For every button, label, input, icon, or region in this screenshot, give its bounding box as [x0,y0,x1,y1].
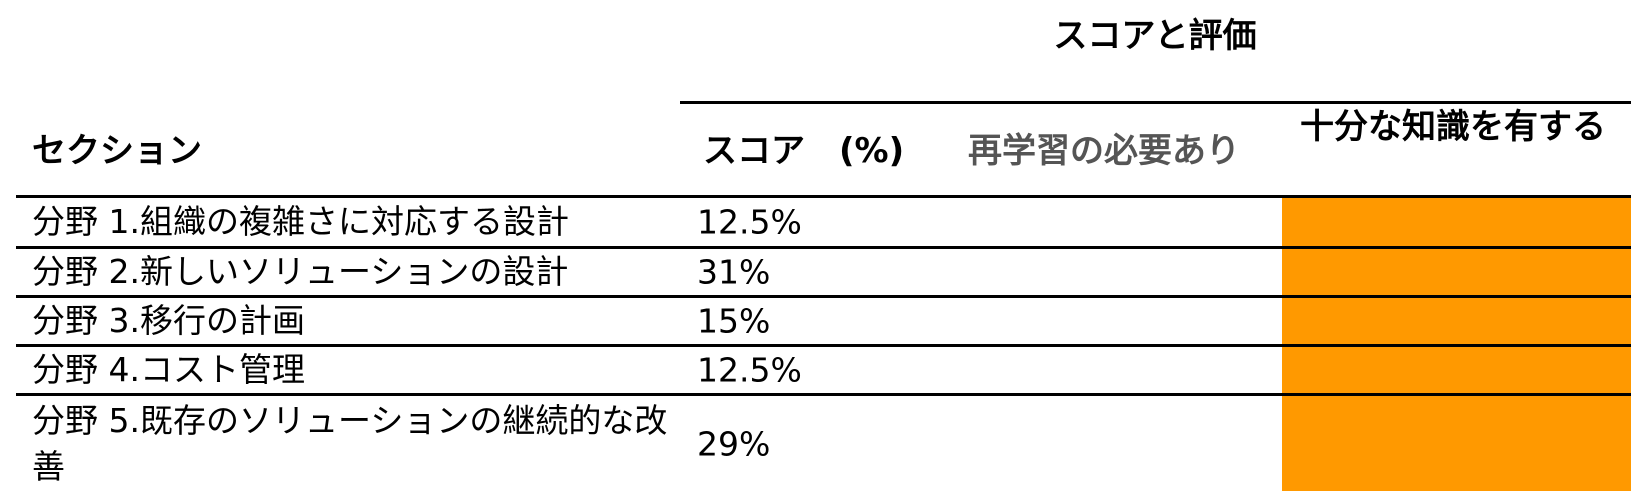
score-value: 29% [697,424,771,463]
section-name: 分野 3.移行の計画 [32,301,305,340]
section-name: 分野 5.既存のソリューションの継続的な改善 [32,400,668,486]
group-title: スコアと評価 [1053,16,1257,56]
table-row: 分野 4.コスト管理 12.5% [0,347,1631,393]
column-header-sufficient: 十分な知識を有する [1300,107,1606,147]
row-rule [16,246,1631,249]
sufficient-indicator [1282,396,1631,491]
section-name: 分野 1.組織の複雑さに対応する設計 [32,202,569,241]
table-row: 分野 5.既存のソリューションの継続的な改善 29% [0,396,1631,491]
sufficient-indicator [1282,298,1631,344]
column-header-section: セクション [32,131,202,171]
group-rule [680,101,1631,104]
section-name: 分野 2.新しいソリューションの設計 [32,252,569,291]
score-value: 12.5% [697,350,802,390]
sufficient-indicator [1282,198,1631,246]
table-row: 分野 2.新しいソリューションの設計 31% [0,249,1631,295]
column-header-score: スコア (%) [703,131,905,171]
score-value: 15% [697,301,771,341]
score-value: 31% [697,252,771,292]
header-rule [16,195,1631,198]
column-header-relearn: 再学習の必要あり [968,131,1240,171]
table-row: 分野 1.組織の複雑さに対応する設計 12.5% [0,198,1631,246]
table-row: 分野 3.移行の計画 15% [0,298,1631,344]
row-rule [16,295,1631,298]
sufficient-indicator [1282,347,1631,393]
section-name: 分野 4.コスト管理 [32,350,305,389]
sufficient-indicator [1282,249,1631,295]
row-rule [16,393,1631,396]
score-value: 12.5% [697,202,802,242]
row-rule [16,344,1631,347]
